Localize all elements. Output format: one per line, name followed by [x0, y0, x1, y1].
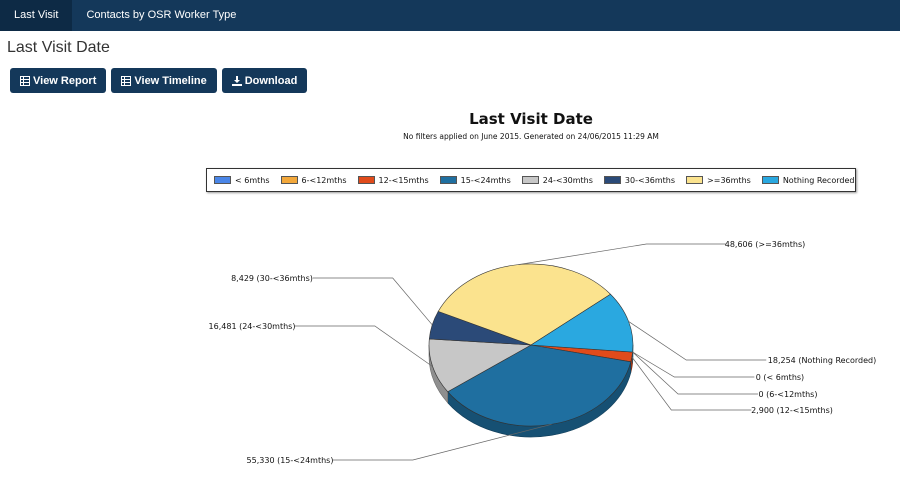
leader-line — [312, 277, 433, 326]
data-label: 2,900 (12-<15mths) — [751, 406, 833, 415]
toolbar: View Report View Timeline Download — [10, 68, 308, 93]
legend-item: 30-<36mths — [603, 175, 676, 185]
chart-legend: < 6mths 6-<12mths 12-<15mths 15-<24mths 24-<… — [206, 168, 856, 192]
pie-slice[interactable] — [428, 338, 533, 393]
view-timeline-label: View Timeline — [134, 74, 207, 87]
legend-label: Nothing Recorded — [782, 175, 855, 185]
legend-swatch — [214, 176, 231, 184]
data-label: 0 (6-<12mths) — [759, 390, 818, 399]
leader-line — [294, 325, 433, 367]
data-label: 16,481 (24-<30mths) — [209, 322, 296, 331]
legend-swatch — [686, 176, 704, 184]
legend-swatch — [357, 176, 375, 184]
download-button[interactable]: Download — [221, 68, 308, 93]
legend-swatch — [521, 176, 539, 184]
legend-item: Nothing Recorded — [761, 175, 855, 185]
pie-slice[interactable] — [437, 263, 611, 346]
legend-swatch — [761, 176, 779, 184]
chart-title: Last Visit Date — [469, 110, 593, 128]
tab-contacts-by-osr-worker-type[interactable]: Contacts by OSR Worker Type — [86, 9, 237, 21]
legend-label: 30-<36mths — [624, 175, 676, 185]
download-label: Download — [244, 74, 298, 87]
leader-line — [632, 351, 755, 378]
pie-chart: 0 (< 6mths) 0 (6-<12mths) 2,900 (12-<15mth… — [209, 240, 877, 465]
legend-label: < 6mths — [235, 175, 270, 185]
legend-label: 6-<12mths — [301, 175, 347, 185]
legend-label: >=36mths — [707, 175, 751, 185]
view-report-button[interactable]: View Report — [10, 68, 107, 93]
legend-item: 6-<12mths — [280, 175, 347, 185]
data-label: 18,254 (Nothing Recorded) — [768, 356, 876, 365]
leader-line — [631, 356, 752, 411]
legend-label: 12-<15mths — [378, 175, 429, 185]
page-title: Last Visit Date — [7, 39, 110, 56]
table-icon — [121, 75, 132, 86]
data-label: 0 (< 6mths) — [756, 373, 804, 382]
legend-swatch — [603, 176, 621, 184]
download-icon — [231, 75, 242, 86]
legend-item: >=36mths — [686, 176, 751, 185]
leader-line — [628, 321, 767, 361]
leader-line — [332, 423, 552, 461]
top-nav: Last Visit Contacts by OSR Worker Type — [0, 0, 900, 31]
tab-last-visit[interactable]: Last Visit — [0, 0, 73, 31]
leader-line — [632, 351, 759, 395]
legend-label: 24-<30mths — [542, 175, 593, 185]
legend-label: 15-<24mths — [460, 175, 511, 185]
legend-swatch — [439, 176, 457, 184]
legend-item: 15-<24mths — [439, 175, 511, 185]
view-report-label: View Report — [33, 74, 97, 87]
data-label: 48,606 (>=36mths) — [725, 240, 806, 249]
leader-line — [518, 243, 727, 265]
legend-item: 24-<30mths — [521, 175, 593, 185]
chart-subtitle: No filters applied on June 2015. Generat… — [403, 132, 659, 141]
data-label: 8,429 (30-<36mths) — [231, 274, 313, 283]
legend-item: < 6mths — [214, 176, 270, 185]
view-timeline-button[interactable]: View Timeline — [111, 68, 217, 93]
legend-item: 12-<15mths — [357, 175, 429, 185]
table-icon — [20, 75, 30, 86]
legend-swatch — [280, 176, 298, 184]
data-label: 55,330 (15-<24mths) — [247, 456, 334, 465]
